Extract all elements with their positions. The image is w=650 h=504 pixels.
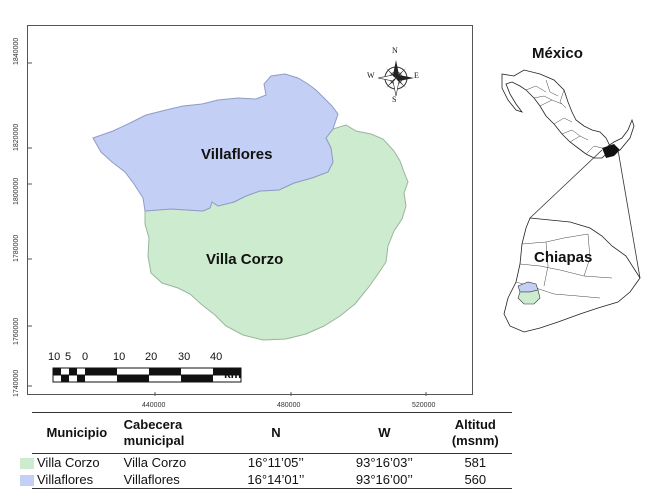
table-header-row: Municipio Cabecera municipal N W Altitud… [32, 412, 512, 454]
y-tick-1780000: 1780000 [13, 234, 20, 262]
scale-label-20: 20 [145, 351, 158, 363]
municipio-name: Villa Corzo [37, 455, 100, 470]
label-villa-corzo: Villa Corzo [206, 251, 284, 268]
compass-e: E [414, 71, 419, 80]
y-tick-1840000: 1840000 [13, 37, 20, 65]
x-tick-520000: 520000 [412, 402, 436, 409]
inset-map-svg [501, 69, 641, 333]
main-map-frame [27, 25, 473, 396]
legend-swatch-villaflores [20, 475, 34, 487]
header-altitud: Altitud (msnm) [439, 413, 512, 454]
state-borders [525, 79, 603, 155]
cell-cabecera: Villaflores [123, 472, 180, 487]
scale-label-10: 10 [113, 351, 126, 363]
cell-w: 93°16’00’’ [355, 472, 413, 487]
header-altitud-line1: Altitud [454, 417, 496, 432]
header-cabecera-line1: Cabecera [123, 417, 183, 432]
study-area-inset [517, 281, 541, 305]
y-axis-ticks [28, 62, 427, 396]
cell-cabecera: Villa Corzo [123, 455, 187, 470]
cell-n: 16°11’05’’ [247, 455, 304, 470]
scale-label-0: 0 [82, 351, 89, 363]
header-n: N [271, 425, 281, 440]
compass-rose-icon [377, 60, 414, 97]
y-tick-1760000: 1760000 [13, 317, 20, 345]
cell-altitud: 560 [464, 472, 487, 487]
header-cabecera: Cabecera municipal [122, 413, 222, 454]
table-row: Villaflores Villaflores 16°14’01’’ 93°16… [20, 471, 512, 489]
y-tick-1740000: 1740000 [13, 369, 20, 397]
cell-w: 93°16’03’’ [355, 455, 413, 470]
header-altitud-line2: (msnm) [451, 433, 499, 448]
legend-swatch-villa-corzo [20, 458, 34, 470]
table-row: Villa Corzo Villa Corzo 16°11’05’’ 93°16… [20, 453, 512, 472]
x-tick-440000: 440000 [142, 402, 166, 409]
label-mexico: México [532, 45, 583, 62]
chiapas-outline [503, 217, 641, 333]
municipality-table: Municipio Cabecera municipal N W Altitud… [20, 412, 512, 489]
label-chiapas: Chiapas [534, 249, 593, 266]
compass-s: S [392, 95, 397, 104]
projection-lines [529, 149, 641, 279]
municipio-name: Villaflores [37, 472, 94, 487]
cell-altitud: 581 [464, 455, 487, 470]
y-tick-1800000: 1800000 [13, 177, 20, 205]
chiapas-marker [602, 144, 620, 158]
region-villaflores[interactable] [92, 73, 339, 212]
y-tick-1820000: 1820000 [13, 123, 20, 151]
scale-label-40: 40 [210, 351, 223, 363]
header-cabecera-line2: municipal [123, 433, 185, 448]
cell-n: 16°14’01’’ [247, 472, 305, 487]
cell-municipio: Villa Corzo [20, 454, 122, 472]
header-municipio: Municipio [46, 425, 108, 440]
scale-label-5: 5 [65, 351, 72, 363]
header-w: W [378, 425, 391, 440]
scale-unit: km [224, 367, 242, 381]
cell-municipio: Villaflores [20, 471, 122, 489]
compass-n: N [392, 46, 398, 55]
main-map-svg [28, 60, 427, 396]
compass-w: W [367, 71, 375, 80]
scale-label-10-left: 10 [48, 351, 61, 363]
label-villaflores: Villaflores [201, 146, 273, 163]
scale-bar [52, 367, 242, 383]
x-tick-480000: 480000 [277, 402, 301, 409]
scale-label-30: 30 [178, 351, 191, 363]
